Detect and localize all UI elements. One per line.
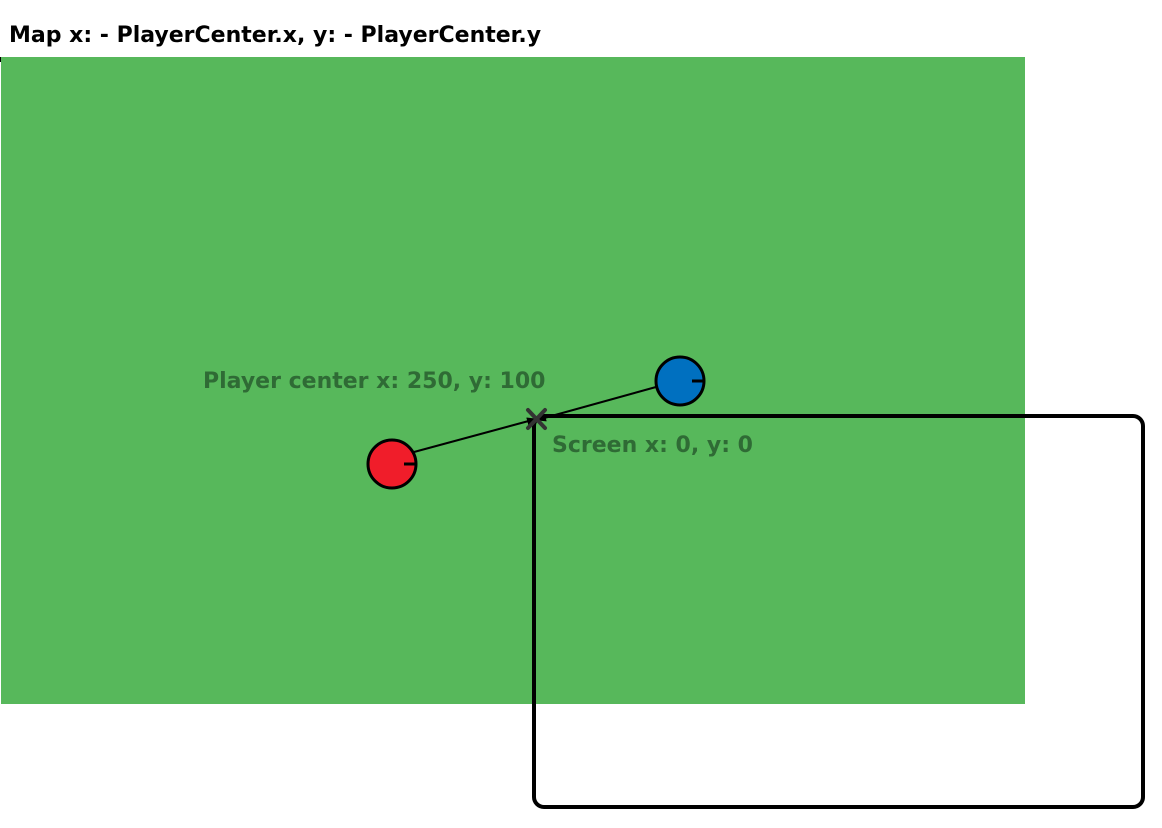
red-player-arrow: [413, 417, 537, 453]
map-title: Map x: - PlayerCenter.x, y: - PlayerCent…: [9, 23, 542, 48]
x-mark-icon: [526, 408, 547, 430]
screen-origin-label: Screen x: 0, y: 0: [552, 433, 753, 458]
map-area: [1, 57, 1025, 704]
screen-viewport: [532, 414, 1145, 809]
red-player: [366, 438, 418, 490]
player-center-label: Player center x: 250, y: 100: [203, 369, 545, 394]
blue-player: [654, 355, 706, 407]
blue-player-arrow: [536, 386, 657, 422]
